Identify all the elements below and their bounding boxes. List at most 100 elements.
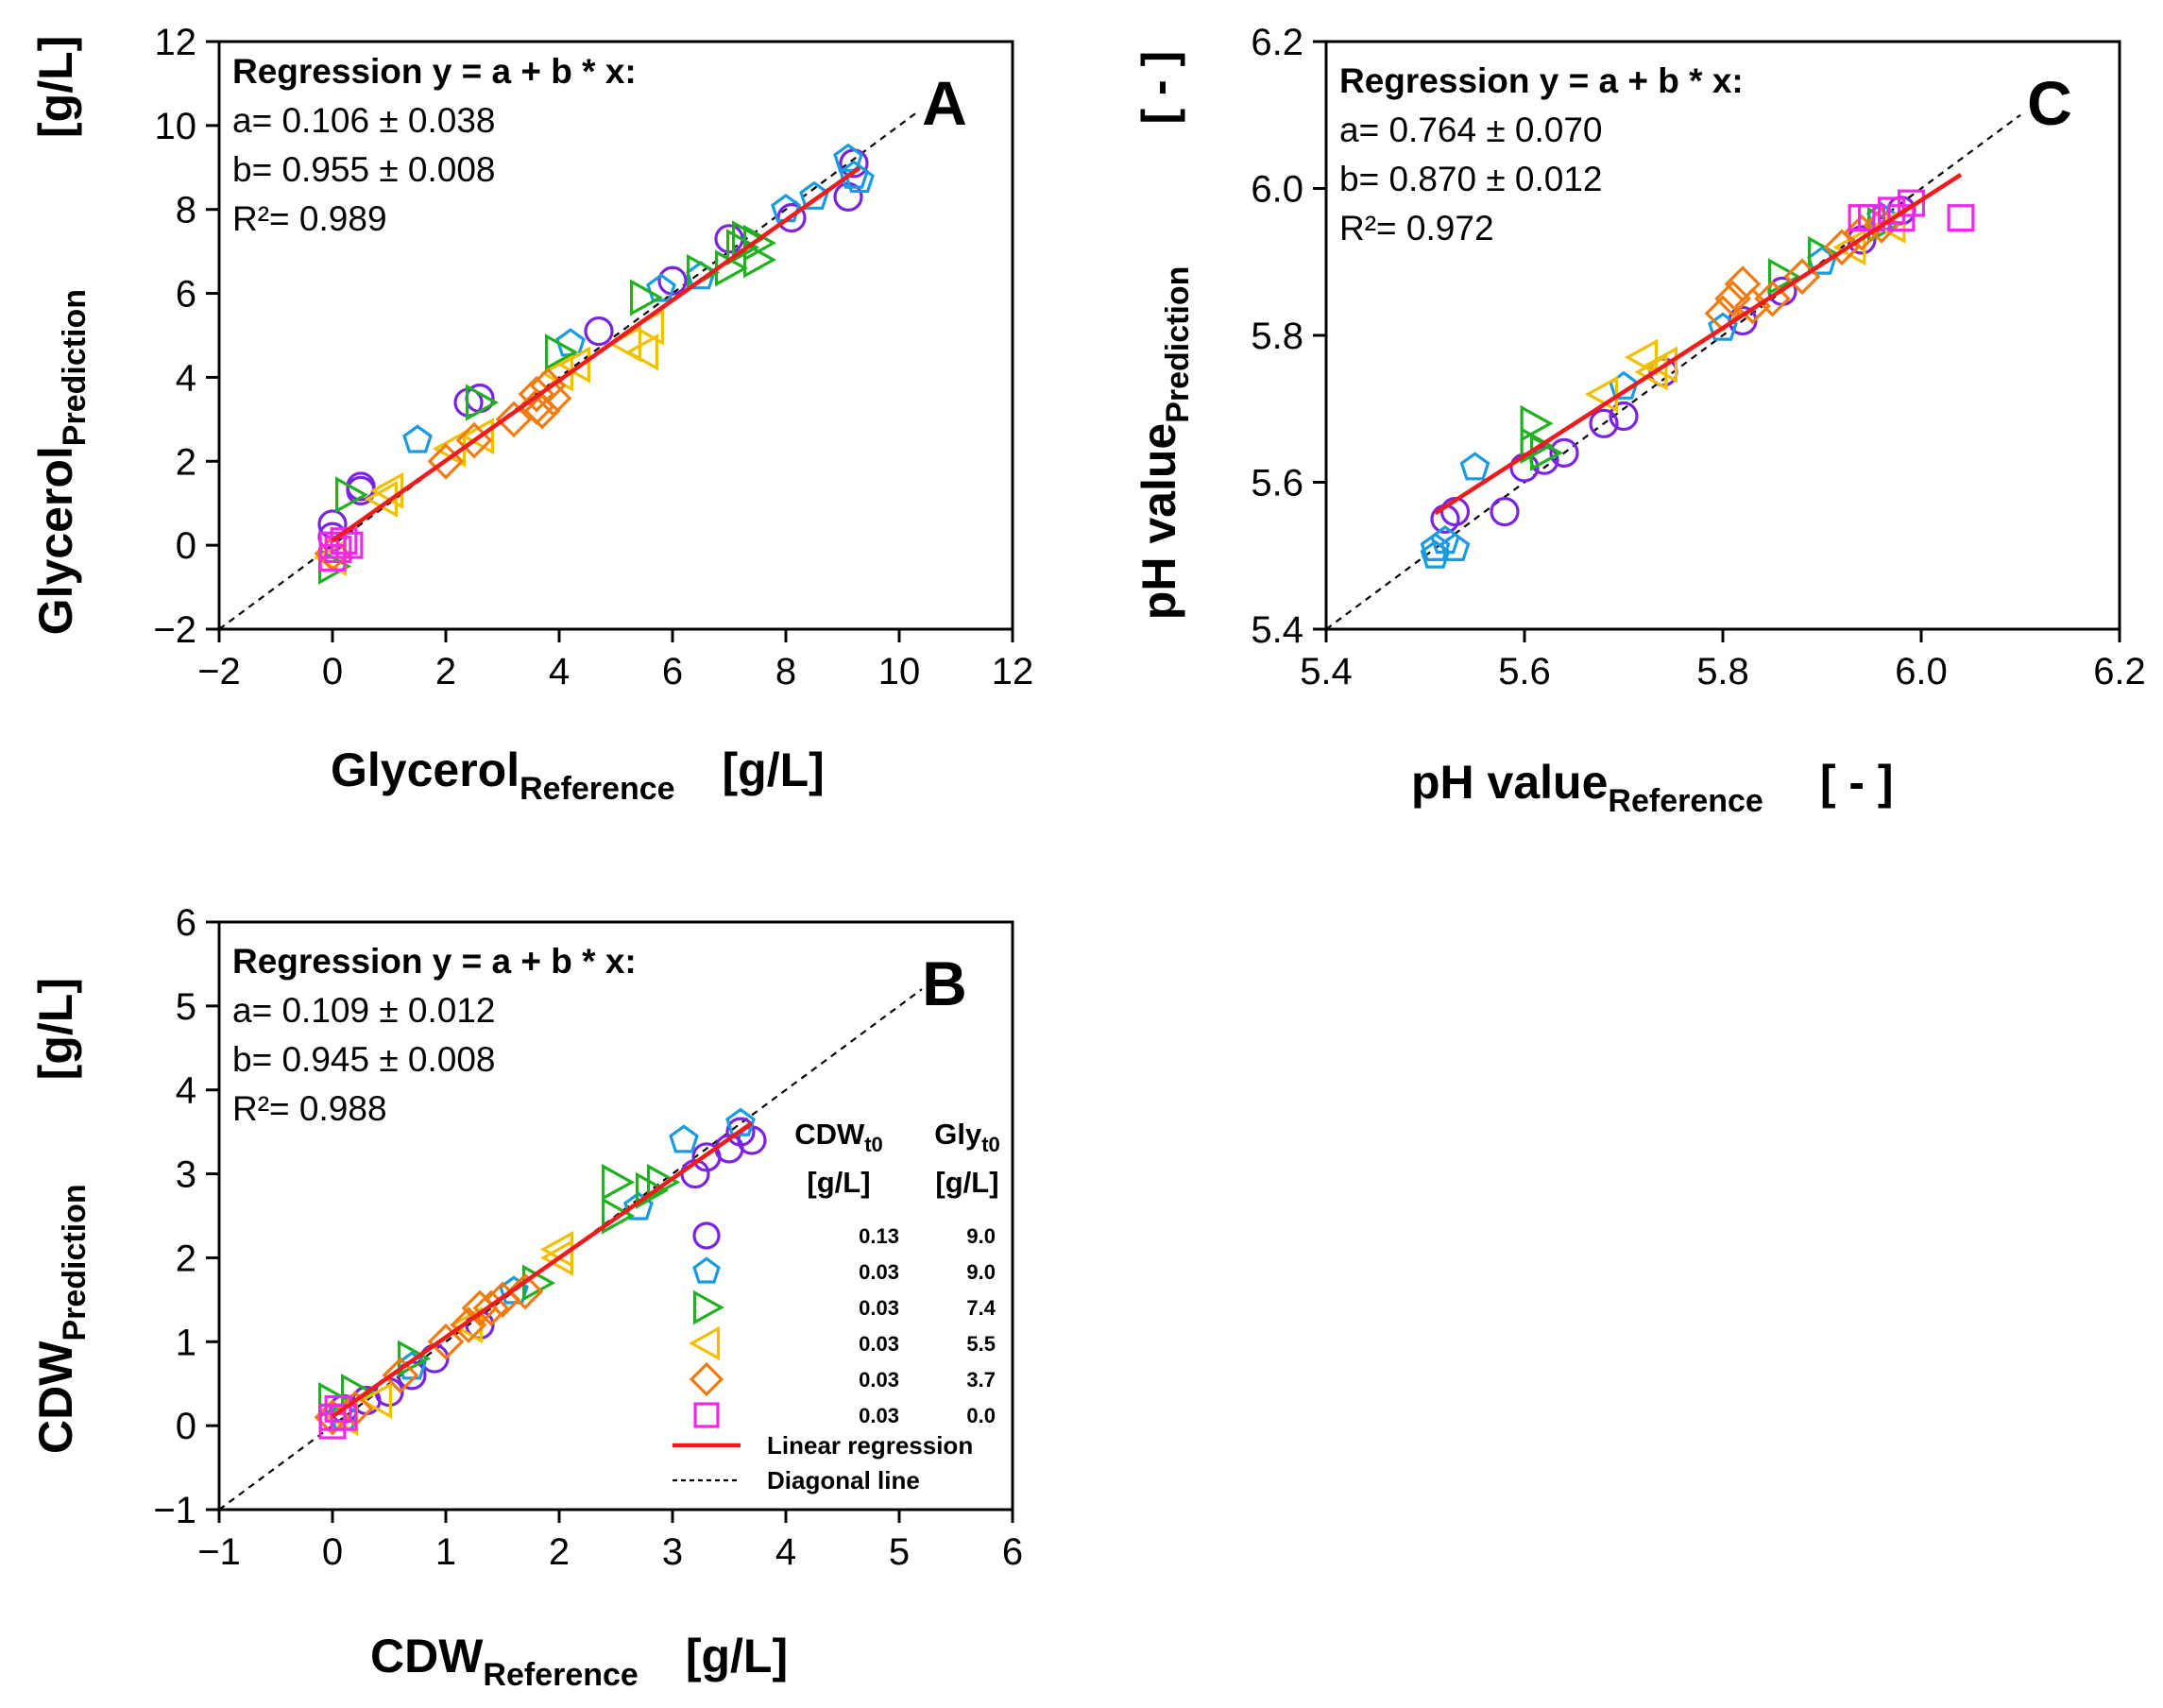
data-point-triangle-right (646, 1163, 681, 1202)
data-area (1326, 113, 2021, 629)
legend-col2-unit: [g/L] (935, 1166, 998, 1199)
data-point-circle (1549, 437, 1579, 468)
x-tick-label: 4 (775, 1531, 796, 1573)
data-point-pentagon (402, 424, 433, 453)
x-axis-label-main: pH value (1411, 756, 1608, 809)
data-point-triangle-right (1520, 427, 1554, 465)
data-point-pentagon (623, 1191, 654, 1221)
data-point-circle (1490, 496, 1520, 527)
data-point-triangle-left (1644, 346, 1678, 384)
regression-a: a= 0.106 ± 0.038 (232, 101, 496, 140)
x-tick-label: 6 (1002, 1531, 1023, 1573)
legend-cdw-value: 0.03 (859, 1260, 899, 1284)
y-axis-label-main: pH value (1133, 423, 1185, 620)
legend-marker-pentagon (692, 1256, 721, 1284)
data-point-diamond (1714, 280, 1751, 317)
diagonal-line (219, 111, 917, 629)
regression-r2: R²= 0.989 (232, 199, 387, 238)
data-point-triangle-left (1634, 353, 1668, 391)
regression-a: a= 0.109 ± 0.012 (232, 991, 496, 1030)
x-tick-label: 6.2 (2093, 651, 2146, 692)
data-point-diamond (506, 1272, 544, 1310)
data-point-triangle-left (556, 346, 591, 384)
x-axis-label-sub: Reference (519, 771, 674, 807)
data-point-triangle-right (601, 1197, 636, 1235)
data-point-pentagon (669, 1124, 699, 1153)
legend-col2-head: Glyt0 (934, 1118, 1000, 1156)
y-tick-label: 5.8 (1251, 316, 1303, 357)
data-point-pentagon (1439, 532, 1471, 562)
data-point-triangle-right (742, 224, 777, 262)
series-square (318, 527, 364, 572)
legend-marker-diamond (689, 1361, 724, 1397)
series-diamond (1704, 207, 1900, 333)
regression-title: Regression y = a + b * x: (1339, 61, 1744, 100)
data-point-triangle-right (544, 333, 579, 371)
panel-letter: C (2027, 68, 2072, 138)
x-axis-label-main: CDW (370, 1630, 484, 1682)
legend: CDWt0 Glyt0[g/L] [g/L]0.13 9.00.03 9.00.03 7.… (673, 1118, 1000, 1494)
legend-cdw-value: 0.03 (859, 1404, 899, 1427)
regression-title: Regression y = a + b * x: (232, 52, 637, 91)
data-point-pentagon (646, 273, 676, 302)
x-tick-label: 2 (549, 1531, 570, 1573)
data-point-pentagon (725, 1107, 756, 1136)
regression-b: b= 0.870 ± 0.012 (1339, 160, 1603, 198)
legend-marker-circle (692, 1221, 721, 1250)
data-point-triangle-right (1767, 258, 1802, 296)
regression-b: b= 0.955 ± 0.008 (232, 150, 496, 189)
legend-cdw-value: 0.03 (859, 1368, 899, 1392)
x-tick-label: 6 (662, 651, 683, 692)
diagonal-line (1326, 113, 2021, 629)
data-point-circle (1589, 408, 1619, 438)
data-point-triangle-right (335, 476, 369, 514)
series-square (318, 1394, 358, 1440)
legend-gly-value: 9.0 (966, 1224, 996, 1248)
plot-frame (217, 920, 1014, 1512)
x-tick-label: 0 (322, 1531, 343, 1573)
y-tick-label: 2 (176, 1238, 196, 1279)
x-tick-label: −2 (197, 651, 241, 692)
x-tick-label: 0 (322, 651, 343, 692)
x-axis-label-main: Glycerol (331, 743, 519, 796)
y-axis-label-unit: [ - ] (1133, 51, 1185, 125)
y-tick-label: 10 (155, 106, 197, 147)
data-point-diamond (523, 392, 561, 430)
data-point-square (318, 1411, 347, 1440)
plot-frame (217, 40, 1014, 631)
data-area (219, 111, 917, 629)
y-tick-label: 0 (176, 525, 196, 567)
x-tick-label: 6.0 (1895, 651, 1948, 692)
legend-marker-square (693, 1402, 720, 1428)
data-point-diamond (382, 1357, 419, 1394)
regression-r2: R²= 0.988 (232, 1089, 387, 1128)
y-tick-label: 8 (176, 190, 196, 231)
series-pentagon (402, 143, 875, 453)
x-tick-label: 5 (889, 1531, 910, 1573)
y-tick-label: 6.0 (1251, 169, 1303, 211)
y-tick-label: 0 (176, 1406, 196, 1447)
data-point-diamond (495, 401, 533, 438)
legend-col1-head-sub: t0 (864, 1133, 883, 1156)
y-tick-label: 5.6 (1251, 463, 1303, 504)
series-triangle-right (318, 1163, 681, 1420)
data-point-diamond (450, 1307, 487, 1343)
data-point-triangle-left (358, 1381, 392, 1420)
data-point-triangle-right (725, 229, 760, 266)
y-tick-label: 5.4 (1251, 609, 1303, 651)
x-axis-label: pH valueReference [ - ] (1411, 756, 1894, 819)
data-point-pentagon (833, 143, 863, 172)
legend-regression-label: Linear regression (767, 1431, 973, 1460)
regression-a: a= 0.764 ± 0.070 (1339, 111, 1603, 149)
y-axis-label: pH valuePrediction [ - ] (1133, 51, 1196, 620)
y-tick-label: 1 (176, 1322, 196, 1363)
legend-col2-head-main: Gly (934, 1118, 982, 1151)
legend-diagonal-label: Diagonal line (767, 1466, 920, 1494)
regression-line (331, 166, 861, 543)
legend-cdw-value: 0.13 (859, 1224, 899, 1248)
data-point-square (324, 1394, 352, 1423)
data-point-diamond (427, 442, 465, 480)
y-axis-label: GlycerolPrediction [g/L] (29, 36, 93, 636)
legend-col1-head: CDWt0 (794, 1118, 883, 1156)
